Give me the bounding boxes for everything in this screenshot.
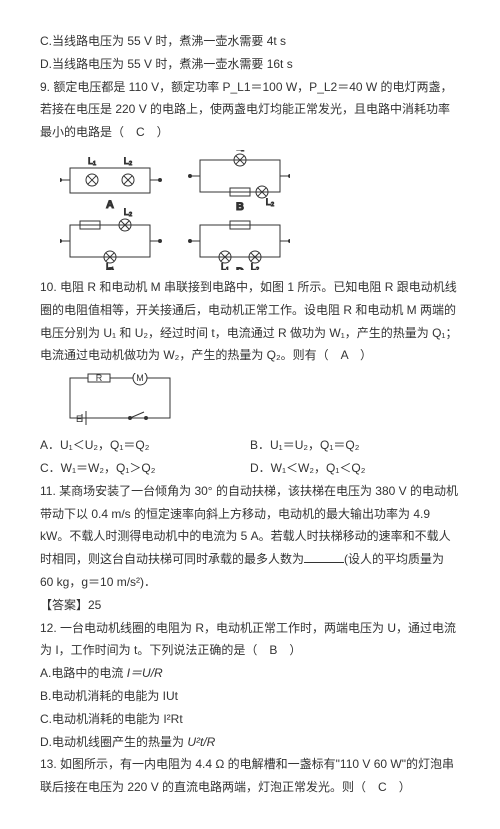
q12-option-b: B.电动机消耗的电能为 IUt: [40, 685, 460, 708]
q12-option-a: A.电路中的电流 I＝U/R: [40, 662, 460, 685]
q11-blank: [304, 562, 344, 563]
svg-text:L₁: L₁: [221, 262, 229, 270]
svg-text:L₂: L₂: [124, 156, 133, 166]
q12a-formula: I＝U/R: [127, 666, 163, 680]
svg-text:L₂: L₂: [251, 262, 260, 270]
option-d: D.当线路电压为 55 V 时，煮沸一壶水需要 16t s: [40, 53, 460, 76]
q12-option-d: D.电动机线圈产生的热量为 U²t/R: [40, 731, 460, 754]
q10-option-b: B．U₁＝U₂，Q₁＝Q₂: [250, 434, 460, 457]
q10-option-d: D．W₁＜W₂，Q₁＜Q₂: [250, 457, 460, 480]
question-9: 9. 额定电压都是 110 V，额定功率 P_L1＝100 W，P_L2＝40 …: [40, 76, 460, 144]
question-10: 10. 电阻 R 和电动机 M 串联接到电路中，如图 1 所示。已知电阻 R 跟…: [40, 276, 460, 367]
q12d-formula: U²t/R: [187, 735, 215, 749]
q11-answer: 【答案】25: [40, 594, 460, 617]
q12-option-c: C.电动机消耗的电能为 I²Rt: [40, 708, 460, 731]
svg-text:D: D: [236, 266, 244, 270]
svg-text:L₁: L₁: [88, 156, 96, 166]
q9-circuit-diagrams: L₁ L₂ A L₁ L₂ B L₂ L₁ C: [60, 150, 460, 270]
option-c: C.当线路电压为 55 V 时，煮沸一壶水需要 4t s: [40, 30, 460, 53]
q10-circuit-diagram: R M E: [60, 373, 460, 428]
svg-text:A: A: [106, 199, 114, 211]
q10-options: A．U₁＜U₂，Q₁＝Q₂ B．U₁＝U₂，Q₁＝Q₂ C．W₁＝W₂，Q₁＞Q…: [40, 434, 460, 480]
svg-text:L₁: L₁: [236, 150, 244, 152]
svg-text:L₂: L₂: [266, 197, 275, 207]
svg-text:R: R: [96, 373, 103, 383]
q10-option-c: C．W₁＝W₂，Q₁＞Q₂: [40, 457, 250, 480]
question-13: 13. 如图所示，有一内电阻为 4.4 Ω 的电解槽和一盏标有"110 V 60…: [40, 753, 460, 799]
svg-text:B: B: [236, 201, 244, 213]
question-11: 11. 某商场安装了一台倾角为 30° 的自动扶梯，该扶梯在电压为 380 V …: [40, 480, 460, 594]
question-12: 12. 一台电动机线圈的电阻为 R，电动机正常工作时，两端电压为 U，通过电流为…: [40, 617, 460, 663]
q10-option-a: A．U₁＜U₂，Q₁＝Q₂: [40, 434, 250, 457]
svg-text:E: E: [76, 414, 82, 424]
svg-text:C: C: [106, 266, 114, 270]
svg-text:L₂: L₂: [124, 207, 133, 217]
svg-text:M: M: [136, 373, 144, 383]
